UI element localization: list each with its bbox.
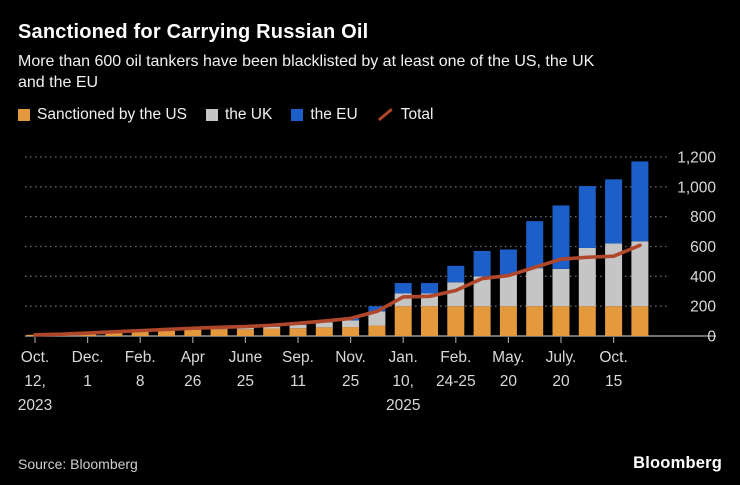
x-axis-label: Nov. 25 [335,349,366,390]
legend-item-uk: the UK [205,106,273,124]
bar-segment-eu [526,221,544,269]
bar-segment-us [342,327,360,336]
bar-segment-us [105,331,123,336]
bar-segment-us [368,325,386,336]
x-axis-label: Oct. 15 [599,349,627,390]
bar-segment-eu [578,186,596,248]
bar-segment-us [447,306,465,336]
bar-segment-us [473,306,491,336]
bar-segment-us [499,306,517,336]
x-axis-label: Jan. 10, 2025 [386,349,420,414]
y-axis-label: 400 [690,269,716,286]
bar-segment-us [289,328,307,336]
bar-segment-eu [605,179,623,244]
x-axis-label: Feb. 8 [125,349,156,390]
bar-segment-eu [552,205,570,269]
x-axis-label: Apr 26 [181,349,205,390]
legend-item-total: Total [377,106,434,124]
legend: Sanctioned by the US the UK the EU Total [18,106,722,124]
uk-swatch-icon [205,109,218,121]
y-axis-label: 600 [690,239,716,256]
bar-segment-us [578,306,596,336]
bar-segment-uk [473,276,491,307]
source-credit: Source: Bloomberg [18,456,138,472]
stacked-bar-chart: 0 200 400 600 800 1,000 1,200 Oct. 12, 2023 Dec. 1 F… [18,150,717,415]
x-axis-label: June 25 [229,349,263,390]
bar-segment-uk [578,247,596,307]
bar-segment-uk [315,322,333,328]
bar-segment-us [394,306,412,336]
y-axis-label: 200 [690,299,716,316]
y-axis-label: 800 [690,209,716,226]
bar-segment-us [421,306,438,336]
bar-segment-uk [631,241,649,307]
x-axis-label: May. 20 [492,349,524,390]
x-axis-label: Sep. 11 [282,349,314,390]
bar-segment-us [605,306,623,336]
subtitle-line-2: and the EU [18,74,99,91]
bar-segment-uk [368,311,386,326]
us-swatch-icon [18,109,30,121]
bar-segment-eu [394,283,412,294]
bar-segment-uk [605,243,623,307]
x-axis-label: July. 20 [546,349,577,390]
x-axis-label: Feb. 24-25 [436,349,476,390]
bar-segment-uk [552,268,570,307]
legend-label-eu: the EU [310,106,358,123]
bar-segment-us [526,306,544,336]
y-axis-label: 1,000 [677,179,716,196]
bar-segment-uk [236,327,254,330]
bar-segment-eu [421,283,438,294]
legend-item-eu: the EU [291,106,358,124]
bar-segment-us [158,330,175,336]
bar-segment-us [131,331,149,336]
bar-segment-eu [499,249,517,275]
bar-segment-us [184,329,202,336]
bar-segment-us [263,328,281,336]
legend-label-us: Sanctioned by the US [37,106,187,123]
bar-segment-uk [289,324,307,329]
bar-segment-eu [473,250,491,277]
legend-label-uk: the UK [224,106,273,123]
bar-segment-uk [342,320,360,328]
bar-segment-uk [499,274,517,307]
y-axis-label: 1,200 [677,150,716,167]
bar-segment-eu [631,161,649,242]
bar-segment-eu [368,306,386,312]
subtitle-line-1: More than 600 oil tankers have been blac… [18,53,595,70]
eu-swatch-icon [291,109,304,121]
bar-segment-us [236,329,254,336]
page-title: Sanctioned for Carrying Russian Oil [18,21,369,43]
bar-segment-eu [447,265,465,283]
bar-segment-uk [526,268,544,307]
bar-segment-us [552,306,570,336]
legend-label-total: Total [400,106,434,123]
bar-segment-uk [263,326,281,329]
total-line-swatch-icon [377,108,393,122]
y-axis-label: 0 [707,329,716,346]
bar-segment-us [210,329,228,336]
bar-segment-us [315,327,333,336]
bar-segment-us [631,306,649,336]
chart-subtitle: More than 600 oil tankers have been blac… [18,51,722,93]
x-axis-label: Dec. 1 [72,349,104,390]
total-line [33,243,642,337]
x-axis-label: Oct. 12, 2023 [18,349,52,414]
legend-item-us: Sanctioned by the US [18,106,187,124]
